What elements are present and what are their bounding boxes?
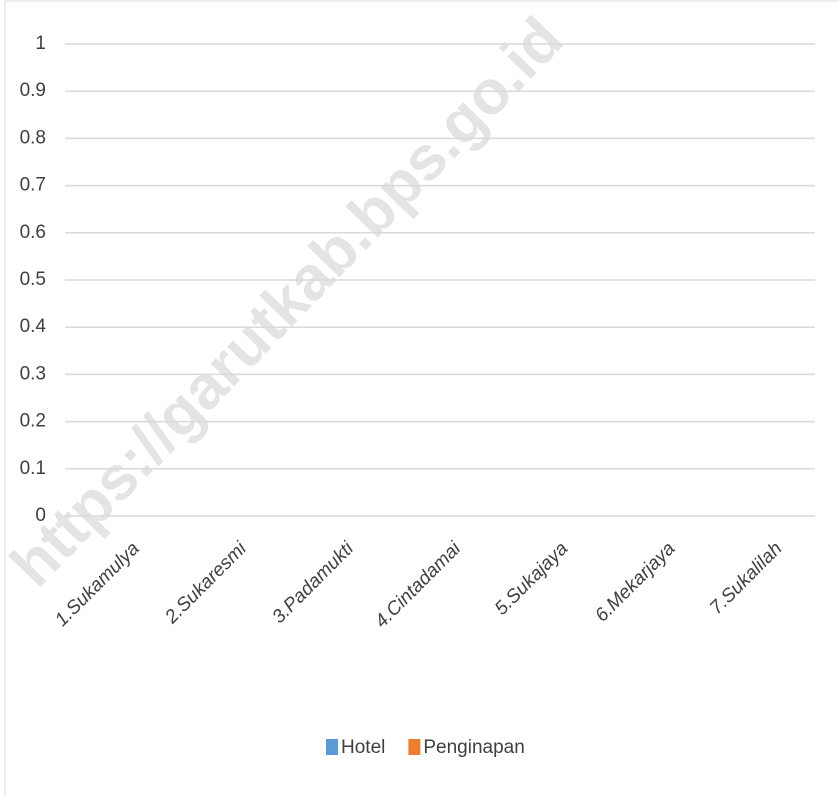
y-tick-label: 1 [35,33,46,54]
y-tick-label: 0.1 [20,458,46,479]
y-tick-label: 0.5 [20,269,46,290]
legend-swatch [408,739,421,755]
y-tick-label: 0.8 [20,127,46,148]
chart-frame [4,0,839,796]
legend-label: Hotel [341,737,385,758]
y-tick-label: 0 [35,505,46,526]
y-tick-label: 0.9 [20,80,46,101]
y-tick-label: 0.3 [20,363,46,384]
y-tick-label: 0.6 [20,222,46,243]
y-tick-label: 0.7 [20,175,46,196]
y-tick-label: 0.2 [20,411,46,432]
legend-label: Penginapan [423,737,524,758]
legend-swatch [326,739,338,755]
y-tick-label: 0.4 [20,316,47,337]
